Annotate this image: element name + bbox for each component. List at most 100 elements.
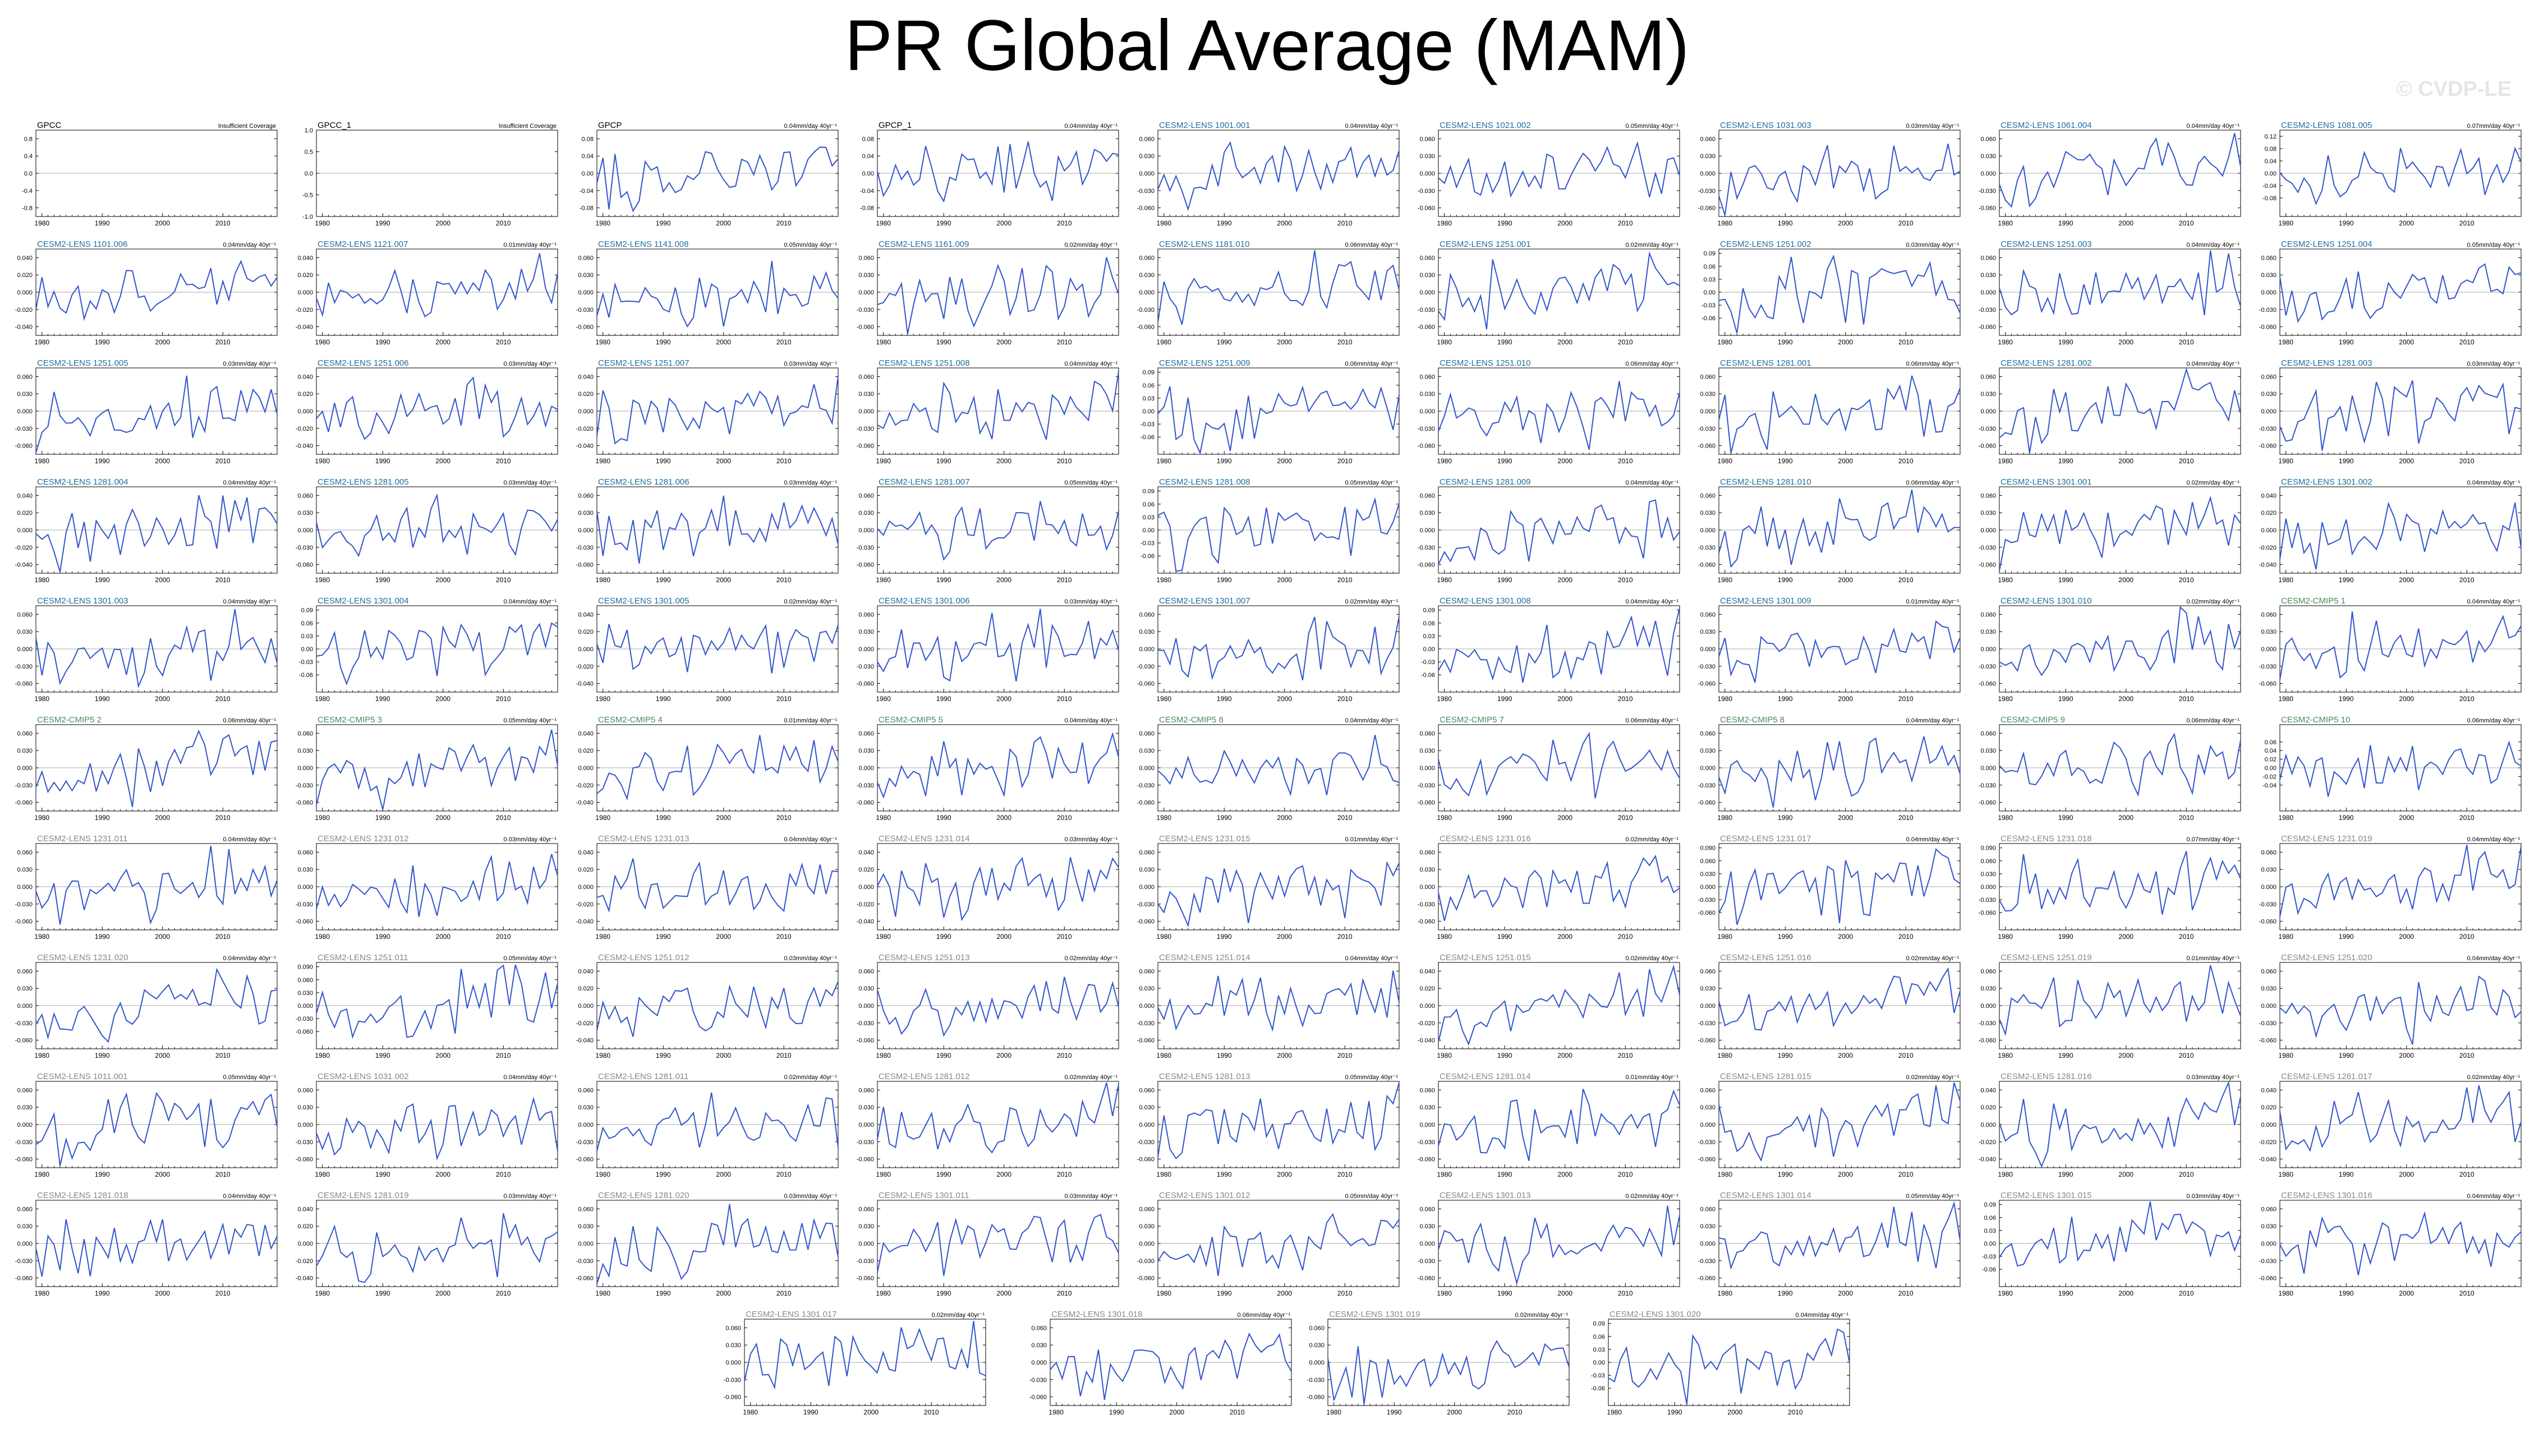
panel-title: CESM2-LENS 1281.001 xyxy=(1720,358,1811,368)
x-tick-label: 2000 xyxy=(2118,576,2133,584)
x-tick-label: 1980 xyxy=(595,338,610,346)
series-line xyxy=(35,1091,278,1166)
x-tick-label: 2000 xyxy=(1557,219,1572,227)
series-line xyxy=(35,729,278,808)
x-tick-label: 1980 xyxy=(315,695,330,703)
x-tick-label: 1980 xyxy=(2278,457,2293,465)
y-tick-label: -0.030 xyxy=(1137,307,1155,314)
y-tick-label: -0.030 xyxy=(15,782,33,789)
y-tick-label: -0.020 xyxy=(2259,545,2277,551)
x-tick-label: 2010 xyxy=(1898,219,1914,227)
panel-trend-label: 0.04mm/day 40yr⁻¹ xyxy=(1906,836,1960,843)
chart-panel: CESM2-LENS 1251.016 0.02mm/day 40yr⁻¹ 0.06… xyxy=(1698,953,1961,1059)
panel-trend-label: 0.04mm/day 40yr⁻¹ xyxy=(1345,955,1399,962)
y-tick-label: 0.06 xyxy=(2265,739,2277,746)
x-tick-label: 2010 xyxy=(1898,1052,1914,1059)
series-line xyxy=(1999,367,2241,453)
x-tick-label: 1990 xyxy=(656,338,671,346)
panel-trend-label: 0.05mm/day 40yr⁻¹ xyxy=(223,1074,277,1081)
y-tick-label: 0.000 xyxy=(1700,884,1716,891)
watermark: © CVDP-LE xyxy=(2396,77,2512,101)
y-tick-label: -0.060 xyxy=(857,681,874,688)
chart-panel: CESM2-CMIP5 9 0.06mm/day 40yr⁻¹ 0.060 0.030… xyxy=(1979,715,2241,822)
x-tick-label: 1980 xyxy=(315,576,330,584)
y-tick-label: 0.060 xyxy=(1700,136,1716,142)
x-tick-label: 2000 xyxy=(2118,814,2133,822)
y-tick-label: -0.04 xyxy=(860,188,874,195)
series-line xyxy=(596,735,839,801)
x-tick-label: 2010 xyxy=(496,219,511,227)
x-tick-label: 1980 xyxy=(1437,576,1452,584)
y-tick-label: -0.020 xyxy=(576,664,594,670)
y-tick-label: 0.060 xyxy=(1419,374,1435,380)
y-tick-label: -0.020 xyxy=(15,545,33,551)
x-tick-label: 2010 xyxy=(215,219,231,227)
y-tick-label: -0.060 xyxy=(1979,443,1996,450)
y-tick-label: 0.000 xyxy=(297,884,313,891)
y-tick-label: 0.000 xyxy=(858,646,874,653)
x-tick-label: 2000 xyxy=(2118,695,2133,703)
x-tick-label: 1990 xyxy=(2058,457,2073,465)
x-tick-label: 1990 xyxy=(1497,1052,1512,1059)
x-tick-label: 1980 xyxy=(1156,695,1171,703)
y-tick-label: 0.00 xyxy=(1143,408,1155,415)
y-tick-label: 0.020 xyxy=(1419,985,1435,992)
y-tick-label: 0.030 xyxy=(17,867,33,873)
y-tick-label: -0.030 xyxy=(1137,901,1155,908)
y-tick-label: 0.030 xyxy=(2261,985,2277,992)
series-line xyxy=(2279,845,2522,917)
y-tick-label: 1.0 xyxy=(305,127,313,134)
y-tick-label: -0.040 xyxy=(857,919,874,925)
series-line xyxy=(35,495,278,572)
x-tick-label: 2000 xyxy=(716,576,731,584)
y-tick-label: -0.04 xyxy=(2262,782,2277,789)
x-tick-label: 2010 xyxy=(1618,576,1633,584)
x-tick-label: 1990 xyxy=(375,1171,390,1178)
series-line xyxy=(1999,965,2241,1036)
series-line xyxy=(877,856,1119,921)
y-tick-label: 0.000 xyxy=(1419,289,1435,296)
y-tick-label: 0.03 xyxy=(1143,514,1155,521)
x-tick-label: 1990 xyxy=(1497,457,1512,465)
series-line xyxy=(877,501,1119,561)
x-tick-label: 1990 xyxy=(1778,933,1793,941)
y-tick-label: -0.030 xyxy=(857,1139,874,1146)
y-tick-label: 0.000 xyxy=(17,765,33,772)
panel-trend-label: 0.06mm/day 40yr⁻¹ xyxy=(1626,717,1679,724)
series-line xyxy=(1438,607,1680,683)
chart-panel: CESM2-LENS 1251.008 0.04mm/day 40yr⁻¹ 0.06… xyxy=(857,358,1119,465)
x-tick-label: 2000 xyxy=(1838,338,1853,346)
series-line xyxy=(1157,497,1400,572)
x-tick-label: 1980 xyxy=(1437,1052,1452,1059)
y-tick-label: 0.030 xyxy=(2261,391,2277,398)
y-tick-label: 0.060 xyxy=(1980,374,1996,380)
series-line xyxy=(35,967,278,1043)
y-tick-label: 0.030 xyxy=(1700,153,1716,160)
y-tick-label: 0.030 xyxy=(858,748,874,754)
chart-panel: CESM2-LENS 1021.002 0.05mm/day 40yr⁻¹ 0.06… xyxy=(1418,121,1680,227)
y-tick-label: 0.060 xyxy=(1980,136,1996,142)
y-tick-label: -0.030 xyxy=(1979,188,1996,195)
y-tick-label: 0.03 xyxy=(301,633,313,640)
x-tick-label: 2000 xyxy=(1838,576,1853,584)
x-tick-label: 2000 xyxy=(155,933,170,941)
y-tick-label: 0.030 xyxy=(2261,272,2277,279)
y-tick-label: -0.030 xyxy=(1979,897,1996,904)
y-tick-label: 0.03 xyxy=(1143,395,1155,402)
y-tick-label: -0.030 xyxy=(857,1020,874,1027)
x-tick-label: 1980 xyxy=(595,576,610,584)
x-tick-label: 1990 xyxy=(2339,1052,2354,1059)
x-tick-label: 2010 xyxy=(776,1052,792,1059)
y-tick-label: 0.00 xyxy=(1423,646,1435,653)
x-tick-label: 2000 xyxy=(716,338,731,346)
y-tick-label: -0.030 xyxy=(1418,426,1435,432)
page-title: PR Global Average (MAM) xyxy=(844,6,1690,86)
chart-panel: CESM2-LENS 1011.001 0.05mm/day 40yr⁻¹ 0.06… xyxy=(15,1072,278,1178)
y-tick-label: 0.030 xyxy=(1139,153,1155,160)
panel-trend-label: 0.03mm/day 40yr⁻¹ xyxy=(2467,361,2521,367)
series-line xyxy=(596,858,839,913)
y-tick-label: 0.000 xyxy=(1419,765,1435,772)
x-tick-label: 1980 xyxy=(876,933,891,941)
y-tick-label: 0.060 xyxy=(858,492,874,499)
x-tick-label: 1980 xyxy=(1998,695,2013,703)
